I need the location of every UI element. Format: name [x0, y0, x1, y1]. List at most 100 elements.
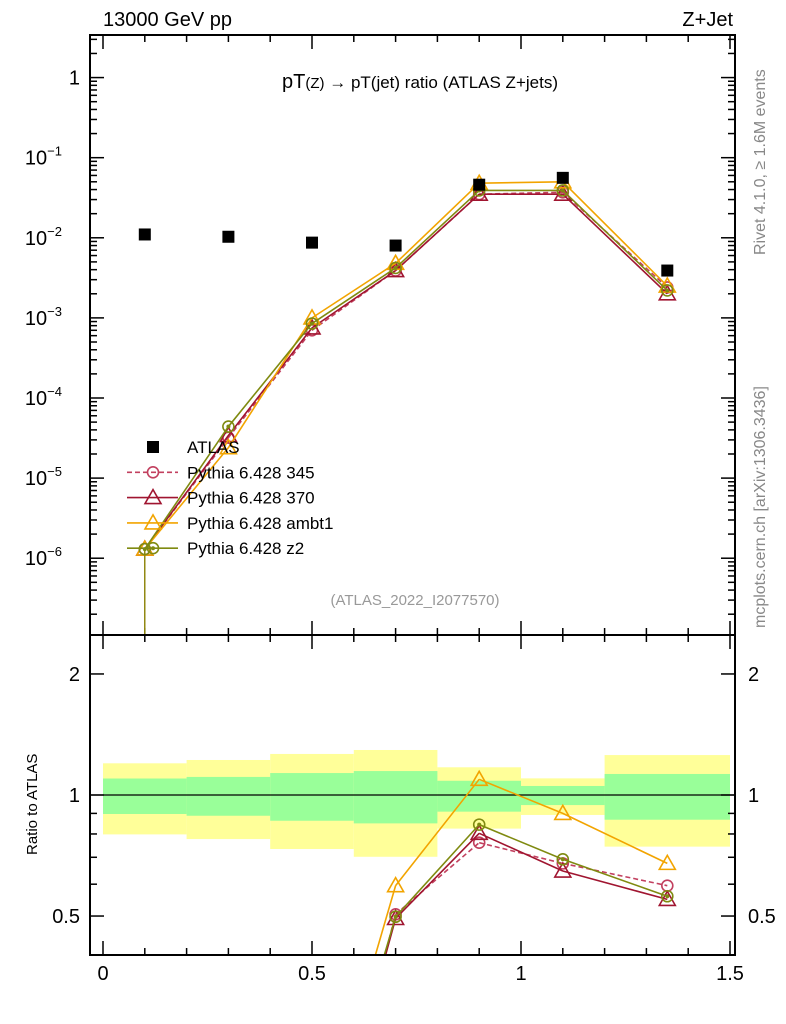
series-370-point	[219, 425, 238, 443]
series-345-ratio-point	[472, 836, 486, 849]
series-z2-point-dot	[393, 265, 398, 270]
series-z2-point	[222, 420, 235, 433]
y-tick-label: 10−5	[25, 464, 62, 490]
series-z2-ratio-point-dot	[665, 894, 670, 899]
legend-marker-dot	[151, 546, 155, 551]
series-z2-ratio-point	[472, 818, 486, 831]
series-z2-point-dot	[665, 288, 670, 293]
header-left: 13000 GeV pp	[103, 9, 232, 31]
x-tick-label: 0.5	[298, 963, 326, 985]
mcplots-label: mcplots.cern.ch [arXiv:1306.3436]	[752, 386, 769, 628]
ratio-frame	[89, 634, 736, 956]
legend-marker	[146, 541, 160, 555]
ratio-panel	[374, 769, 677, 955]
legend-label: Pythia 6.428 z2	[187, 539, 304, 558]
atlas-data-point	[556, 171, 569, 184]
series-z2-point-dot	[560, 188, 565, 193]
series-ambt1-point	[219, 438, 238, 455]
y-tick-label: 1	[69, 68, 80, 90]
y-tick-label: 10−3	[25, 304, 62, 330]
ratio-bands	[90, 749, 735, 857]
inner-band-bin	[604, 773, 730, 820]
series-z2-point	[389, 261, 402, 275]
series-370-ratio-line	[384, 832, 668, 955]
series-370-ratio-point	[553, 861, 573, 878]
y-tick-label: 10−2	[25, 224, 62, 250]
series-z2-point-dot	[226, 424, 231, 429]
legend-marker	[147, 441, 159, 453]
legend-label: Pythia 6.428 ambt1	[187, 514, 333, 533]
series-ambt1-ratio-point	[386, 876, 405, 893]
atlas-data-point	[661, 264, 674, 277]
y-tick-exponent: −2	[47, 224, 62, 239]
series-z2-ratio-point	[389, 910, 402, 924]
legend-label: Pythia 6.428 370	[187, 489, 315, 508]
series-z2-ratio-point	[660, 889, 674, 903]
title-subscript: (Z)	[305, 75, 324, 92]
x-tick-label: 1.5	[716, 963, 744, 985]
y-tick-exponent: −4	[47, 384, 62, 399]
series-z2-ratio-point	[556, 852, 570, 866]
header-right: Z+Jet	[682, 9, 733, 31]
series-345-ratio-line	[384, 841, 668, 955]
legend-label: Pythia 6.428 345	[187, 463, 315, 482]
ratio-y-tick-label-right: 1	[748, 785, 759, 807]
y-tick-label: 10−4	[25, 384, 62, 410]
series-ambt1-line	[144, 180, 668, 550]
y-tick-exponent: −6	[47, 544, 62, 559]
legend-marker	[143, 513, 163, 530]
legend-label: ATLAS	[187, 438, 240, 457]
y-tick-label: 10−1	[25, 144, 62, 170]
legend-entry: ATLAS	[147, 438, 240, 457]
x-tick-label: 0	[97, 963, 108, 985]
ratio-y-tick-label: 0.5	[52, 906, 80, 928]
inner-band-bin	[103, 778, 187, 814]
ratio-y-tick-label-right: 0.5	[748, 906, 776, 928]
atlas-data-point	[138, 228, 151, 241]
series-ambt1-ratio-point	[469, 769, 489, 787]
atlas-data-point	[222, 230, 235, 243]
atlas-data-point	[389, 239, 402, 252]
series-ambt1-ratio-point	[553, 803, 573, 821]
series-z2-ratio-point-dot	[477, 822, 482, 827]
legend-marker	[143, 487, 163, 505]
inner-band-bin	[353, 771, 438, 824]
legend-entry: Pythia 6.428 370	[127, 487, 315, 508]
series-z2-point	[305, 317, 319, 330]
rivet-label: Rivet 4.1.0, ≥ 1.6M events	[752, 69, 769, 255]
series-ambt1-ratio-point	[657, 853, 677, 871]
series-z2-point-dot	[310, 321, 314, 326]
plot-title: pT(Z) → pT(jet) ratio (ATLAS Z+jets)	[282, 71, 558, 93]
x-tick-label: 1	[515, 963, 526, 985]
legend-entry: Pythia 6.428 z2	[127, 539, 304, 558]
series-z2-ratio-point-dot	[560, 857, 565, 862]
title-part-1: pT	[282, 71, 305, 93]
series-z2-ratio-point-dot	[393, 914, 398, 919]
series-ambt1-ratio-line	[374, 778, 668, 955]
series-z2-point	[556, 184, 570, 197]
y-tick-exponent: −3	[47, 304, 62, 319]
atlas-data-point	[306, 236, 318, 249]
series-z2-ratio-line	[383, 823, 668, 955]
y-tick-exponent: −5	[47, 464, 62, 479]
legend-marker	[146, 465, 160, 479]
ratio-ylabel: Ratio to ATLAS	[24, 754, 41, 855]
legend: ATLAS Pythia 6.428 345 Pythia 6.428 370 Pyt…	[127, 438, 333, 558]
series-z2-line	[144, 189, 668, 550]
y-tick-label: 10−6	[25, 544, 62, 570]
ratio-y-tick-label: 1	[69, 785, 80, 807]
title-part-2: → pT(jet) ratio (ATLAS Z+jets)	[325, 73, 558, 92]
series-370-ratio-point	[469, 823, 489, 841]
main-panel	[135, 171, 677, 635]
plot-series	[135, 171, 677, 955]
ratio-y-tick-label: 2	[69, 664, 80, 686]
series-370-ratio-point	[386, 908, 405, 926]
ratio-y-tick-label-right: 2	[748, 664, 759, 686]
series-370-ratio-point	[657, 889, 677, 907]
inner-band-bin	[186, 776, 271, 816]
inner-band-bin	[270, 773, 354, 821]
y-tick-exponent: −1	[47, 144, 62, 159]
series-z2-point	[660, 284, 674, 297]
atlas-data-point	[473, 178, 486, 191]
